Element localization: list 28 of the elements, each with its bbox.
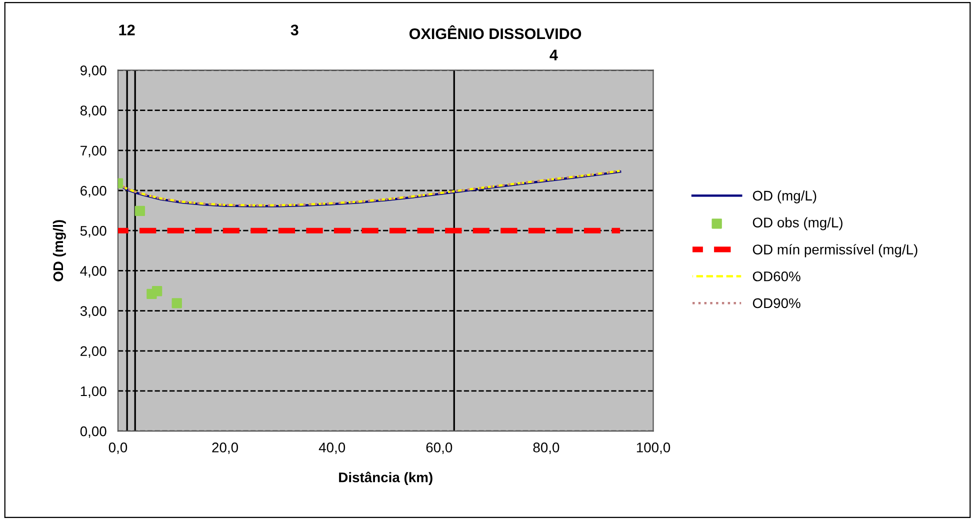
y-tick-label: 6,00	[80, 186, 106, 198]
x-tick-label: 20,0	[212, 442, 238, 454]
y-tick-label: 1,00	[80, 386, 106, 398]
x-tick-label: 60,0	[426, 442, 452, 454]
x-tick-label: 80,0	[533, 442, 560, 454]
legend-label: OD (mg/L)	[752, 190, 816, 204]
y-tick-label: 0,00	[80, 426, 106, 438]
legend-label: OD90%	[752, 298, 800, 308]
chart-title: OXIGÊNIO DISSOLVIDO	[409, 25, 582, 40]
text: 2	[127, 24, 135, 36]
x-axis-title: Distância (km)	[339, 472, 432, 486]
y-tick-label: 9,00	[80, 66, 106, 78]
y-tick-label: 7,00	[80, 146, 106, 158]
text: 1	[119, 24, 126, 36]
y-tick-label: 5,00	[80, 226, 106, 238]
y-tick-label: 4,00	[80, 266, 106, 278]
text: 4	[550, 50, 558, 60]
x-tick-label: 0,0	[108, 442, 128, 454]
x-tick-label: 100,0	[636, 442, 670, 454]
text: 3	[290, 24, 298, 36]
legend-label: OD obs (mg/L)	[752, 217, 842, 230]
legend-label: OD mín permissível (mg/L)	[752, 244, 918, 258]
y-axis-title: OD (mg/l)	[52, 220, 66, 282]
y-tick-label: 2,00	[80, 346, 106, 358]
y-tick-label: 8,00	[80, 106, 106, 118]
y-tick-label: 3,00	[80, 306, 106, 318]
legend-label: OD60%	[752, 271, 800, 282]
x-tick-label: 40,0	[318, 442, 346, 454]
